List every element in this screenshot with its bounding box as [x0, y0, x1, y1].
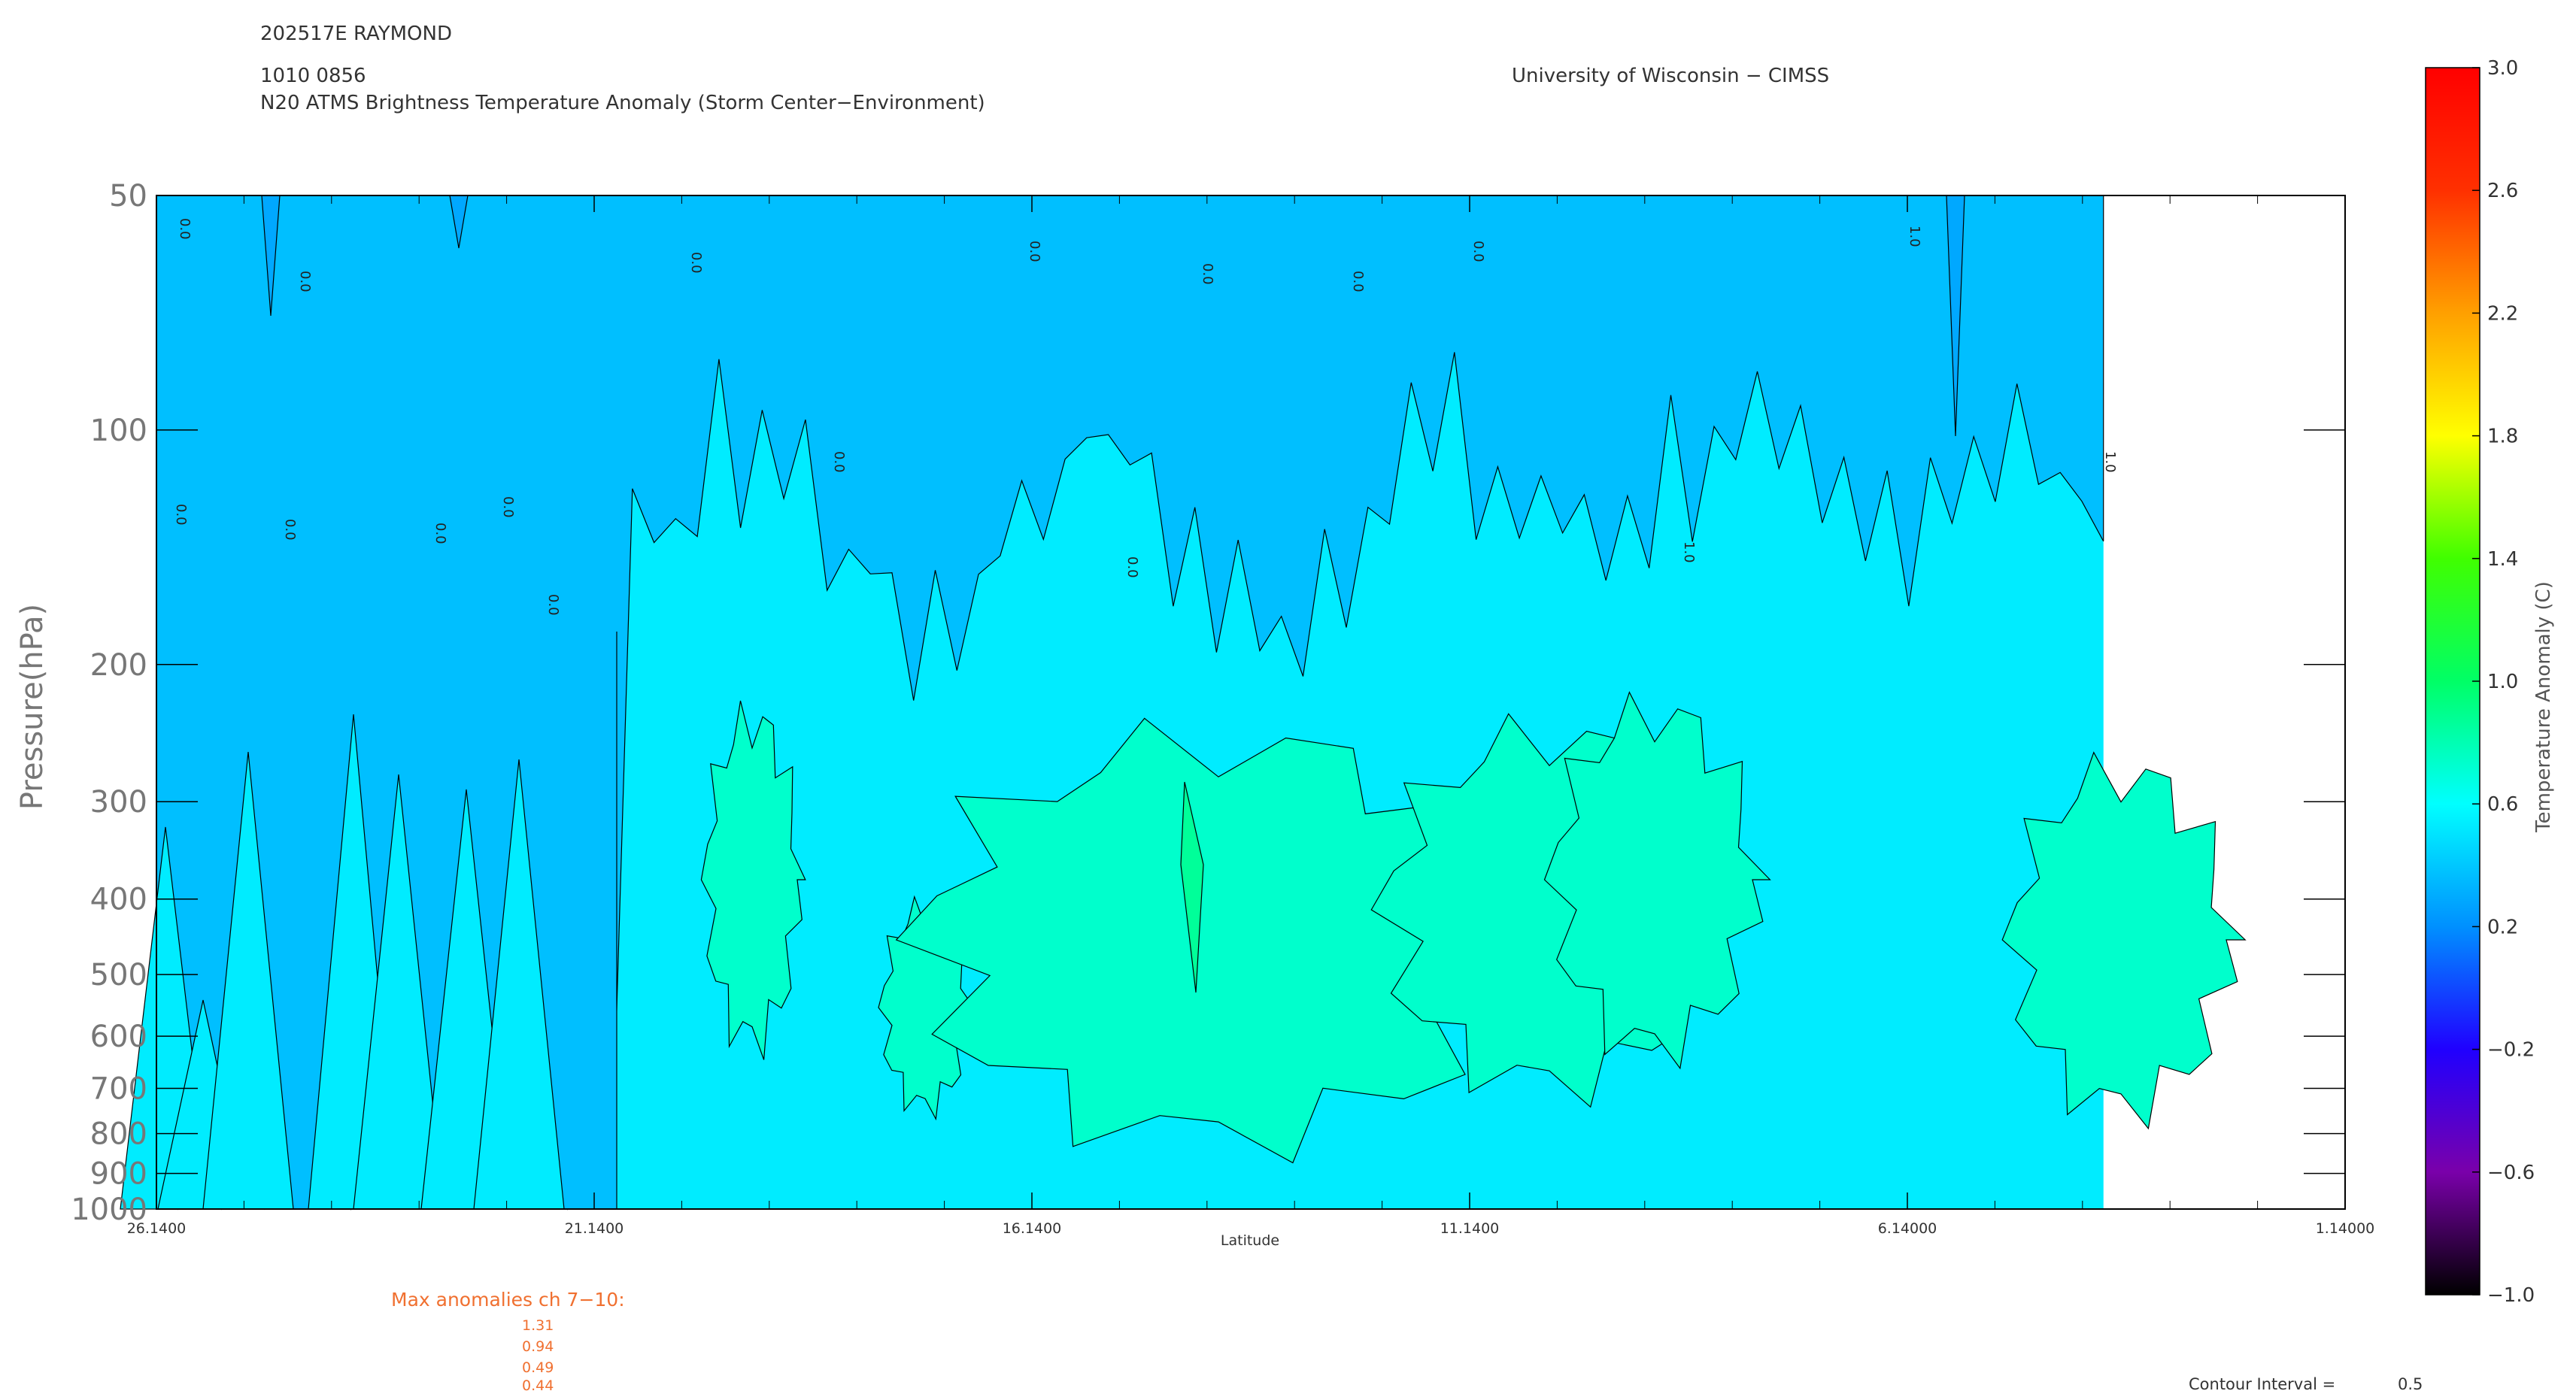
y-tick-label: 50: [109, 179, 147, 214]
storm-id: 202517E RAYMOND: [260, 23, 452, 45]
y-tick-label: 900: [90, 1157, 147, 1192]
max-anomaly-ch10: 0.44: [522, 1377, 554, 1394]
contour-label: 0.0: [688, 252, 704, 274]
contour-label: 0.0: [173, 504, 189, 526]
field-blob-4: [2001, 751, 2247, 1130]
colorbar-tick-label: −0.6: [2487, 1162, 2535, 1184]
max-anomaly-ch7: 1.31: [522, 1317, 554, 1334]
x-tick-label: 26.1400: [127, 1220, 187, 1237]
max-anomaly-ch8: 0.94: [522, 1338, 554, 1355]
colorbar-title: Temperature Anomaly (C): [2532, 581, 2555, 833]
y-tick-label: 700: [90, 1072, 147, 1107]
colorbar-tick-label: 2.6: [2487, 180, 2518, 202]
field-blob-1: [895, 717, 1556, 1164]
colorbar-tick-label: 3.0: [2487, 57, 2518, 80]
field-blob-5: [700, 700, 806, 1060]
field-blob-3: [1543, 691, 1771, 1070]
contour-label: 0.0: [177, 218, 193, 240]
colorbar-tick-label: −1.0: [2487, 1284, 2535, 1307]
colorbar-tick-label: 1.4: [2487, 548, 2518, 571]
max-anomaly-ch9: 0.49: [522, 1359, 554, 1376]
contour-label: 0.0: [1027, 241, 1042, 262]
y-tick-label: 400: [90, 883, 147, 917]
contour-label: 0.0: [297, 271, 313, 292]
product-title: N20 ATMS Brightness Temperature Anomaly …: [260, 92, 985, 114]
anomaly-field: [120, 195, 2247, 1211]
y-tick-label: 300: [90, 785, 147, 820]
y-tick-label: 1000: [71, 1192, 147, 1227]
x-axis-title: Latitude: [1221, 1232, 1279, 1249]
y-tick-label: 100: [90, 414, 147, 448]
y-tick-label: 600: [90, 1020, 147, 1054]
field-peak: [1180, 781, 1204, 993]
contour-label: 0.0: [1350, 271, 1366, 292]
contour-label: 0.0: [282, 519, 298, 541]
x-tick-label: 11.1400: [1440, 1220, 1500, 1237]
x-tick-label: 6.14000: [1878, 1220, 1937, 1237]
x-tick-label: 1.14000: [2316, 1220, 2375, 1237]
contour-label: 0.0: [1200, 263, 1215, 285]
colorbar-tick-label: 1.0: [2487, 671, 2518, 693]
colorbar-tick-label: 0.6: [2487, 793, 2518, 816]
y-axis-title: Pressure(hPa): [15, 604, 50, 810]
y-tick-label: 500: [90, 958, 147, 992]
colorbar: 3.0 2.6 2.2 1.8 1.4 1.0 0.6 0.2 −0.2 −0.6 −1.0: [2425, 57, 2535, 1307]
contour-label: 0.0: [1470, 241, 1486, 262]
contour-interval-value: 0.5: [2398, 1375, 2423, 1393]
colorbar-tick-label: 2.2: [2487, 302, 2518, 325]
datetime: 1010 0856: [260, 65, 366, 87]
contour-interval-label: Contour Interval =: [2189, 1375, 2336, 1393]
contour-label: 0.0: [545, 594, 561, 616]
contour-label: 0.0: [500, 496, 516, 518]
colorbar-tick-label: 1.8: [2487, 426, 2518, 448]
max-anomalies-label: Max anomalies ch 7−10:: [391, 1289, 625, 1311]
colorbar-tick-label: 0.2: [2487, 916, 2518, 938]
contour-label: 0.0: [831, 451, 847, 473]
plot-frame: [156, 195, 2346, 1210]
contour-labels: 0.0 0.0 0.0 0.0 0.0 0.0 0.0 0.0 0.0 0.0 0.0 0.0 0.0 0…: [173, 218, 2118, 616]
x-tick-label: 16.1400: [1003, 1220, 1062, 1237]
colorbar-bar: [2425, 67, 2480, 1296]
contour-label: 1.0: [1681, 541, 1697, 563]
y-tick-label: 200: [90, 648, 147, 683]
contour-label: 1.0: [1907, 226, 1922, 247]
x-tick-label: 21.1400: [565, 1220, 624, 1237]
y-tick-label: 800: [90, 1117, 147, 1152]
contour-label: 0.0: [432, 523, 448, 544]
colorbar-tick-label: −0.2: [2487, 1039, 2535, 1062]
contour-label: 0.0: [1124, 556, 1140, 578]
x-axis: 26.1400 21.1400 16.1400 11.1400 6.14000 1.140…: [127, 195, 2375, 1237]
institution: University of Wisconsin − CIMSS: [1512, 65, 1830, 87]
contour-label: 1.0: [2102, 451, 2118, 473]
